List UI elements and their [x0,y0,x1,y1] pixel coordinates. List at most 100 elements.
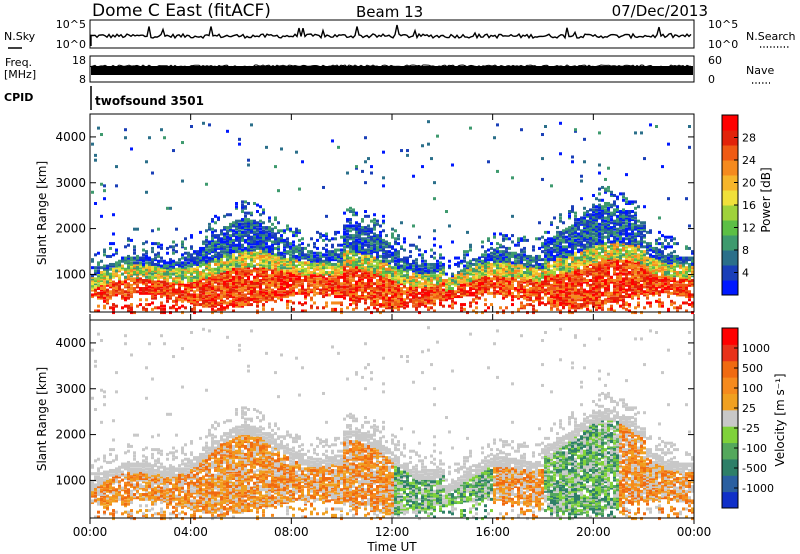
power-echo [193,303,196,307]
power-echo [145,264,148,268]
power-echo [265,267,268,271]
power-echo [586,235,589,239]
power-echo [487,253,490,257]
power-echo [592,301,595,305]
power-echo [133,248,136,252]
power-echo [418,264,421,268]
power-echo [481,266,484,270]
power-echo [223,280,226,284]
power-echo [145,254,148,258]
power-echo [235,246,238,250]
power-echo [553,275,556,279]
power-echo [253,298,256,302]
power-echo [337,254,340,258]
power-echo [568,287,571,291]
power-echo [349,251,352,255]
power-echo [592,274,595,278]
power-echo [151,242,154,246]
power-echo [178,291,181,295]
power-echo [334,282,337,286]
power-echo [502,280,505,284]
power-echo [235,298,238,302]
power-echo [403,248,406,252]
power-echo [463,275,466,279]
power-echo [91,258,94,262]
power-echo [343,232,346,236]
power-echo [103,266,106,270]
power-echo [283,275,286,279]
power-echo [565,270,568,274]
power-echo [583,256,586,260]
power-echo [379,291,382,295]
power-echo [412,299,415,303]
power-echo [403,298,406,302]
power-echo [250,264,253,268]
power-echo [409,291,412,295]
power-echo [115,264,118,268]
power-echo [154,285,157,289]
power-echo [361,227,364,231]
power-echo [517,307,520,311]
power-echo [304,256,307,260]
power-echo [358,298,361,302]
power-echo [337,259,340,263]
power-echo [214,246,217,250]
power-echo [571,283,574,287]
power-echo [226,304,229,308]
power-echo [370,280,373,284]
power-echo [211,307,214,311]
power-echo [340,256,343,260]
power-echo [427,266,430,270]
power-echo [265,299,268,303]
power-echo [256,279,259,282]
power-echo [124,298,127,302]
power-echo [439,274,442,278]
power-echo [106,295,109,299]
power-echo [235,258,238,262]
power-echo [397,282,400,286]
power-echo [355,280,358,284]
power-echo [280,235,283,239]
power-echo [256,229,259,233]
power-echo [193,301,196,305]
power-echo [292,256,295,260]
power-echo [223,287,226,291]
power-echo [466,264,469,268]
power-echo [202,299,205,303]
power-echo [466,293,469,297]
power-echo [205,299,208,303]
power-echo [265,238,268,242]
power-echo [331,254,334,258]
power-echo [445,282,448,286]
power-echo [583,301,586,305]
power-echo [415,274,418,278]
power-echo [415,272,418,276]
power-echo [103,288,106,292]
power-echo [211,259,214,263]
power-echo [466,275,469,279]
power-echo [361,218,364,222]
power-echo [181,240,184,244]
power-echo [265,293,268,297]
power-echo [259,222,262,226]
power-echo [583,272,586,276]
power-echo [196,288,199,292]
power-echo [280,267,283,271]
power-echo [592,282,595,286]
power-echo [535,291,538,295]
power-echo [127,266,130,270]
power-echo [133,227,136,231]
power-echo [403,277,406,281]
power-echo [190,235,193,239]
power-echo [175,243,178,247]
power-echo [211,250,214,254]
power-echo [538,272,541,276]
power-echo [433,293,436,297]
power-echo [472,299,475,303]
power-echo [589,216,592,220]
power-echo [97,280,100,284]
power-echo [352,301,355,305]
power-echo [535,256,538,260]
power-echo [367,279,370,282]
power-echo [169,296,172,300]
